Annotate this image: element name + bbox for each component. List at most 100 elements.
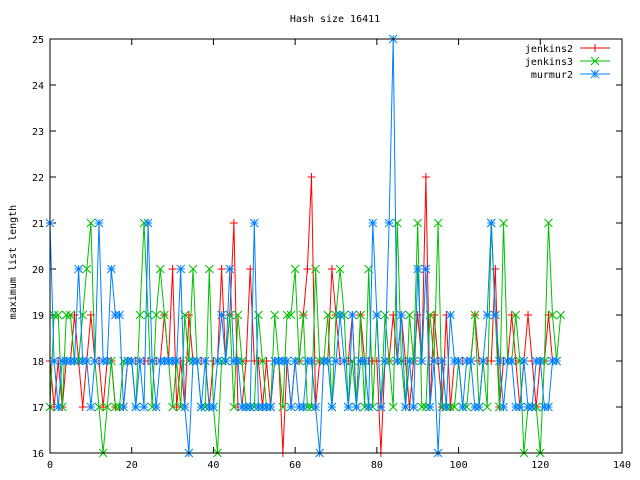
murmur2-point	[225, 264, 235, 274]
jenkins3-point	[405, 310, 414, 320]
jenkins3-point	[282, 310, 292, 320]
jenkins3-point	[540, 356, 549, 366]
murmur2-point	[70, 356, 79, 366]
murmur2-point	[278, 356, 288, 366]
murmur2-point	[347, 310, 357, 320]
jenkins3-point	[106, 356, 116, 366]
murmur2-point	[499, 402, 508, 412]
jenkins3-point	[311, 264, 320, 274]
murmur2-point	[151, 402, 161, 412]
jenkins3-point	[78, 310, 88, 320]
murmur2-point	[548, 356, 557, 366]
murmur2-point	[478, 356, 488, 366]
jenkins3-point	[384, 356, 394, 366]
murmur2-point	[86, 402, 96, 412]
x-tick-label: 20	[126, 460, 138, 471]
murmur2-point	[482, 310, 492, 320]
plot-frame	[49, 38, 623, 454]
murmur2-point	[462, 356, 472, 366]
jenkins3-point	[462, 402, 472, 412]
jenkins2-point	[70, 311, 79, 319]
murmur2-point	[490, 310, 500, 320]
murmur2-point	[531, 356, 541, 366]
jenkins3-point	[556, 310, 566, 320]
murmur2-point	[233, 356, 243, 366]
murmur2-point	[90, 356, 100, 366]
murmur2-point	[441, 402, 451, 412]
murmur2-point	[111, 310, 120, 320]
jenkins2-point	[430, 311, 439, 319]
jenkins3-point	[200, 402, 210, 412]
murmur2-point	[544, 402, 553, 412]
jenkins3-point	[258, 356, 267, 366]
jenkins3-point	[66, 310, 75, 320]
legend-label-murmur2: murmur2	[531, 70, 573, 81]
jenkins3-point	[413, 218, 423, 228]
jenkins3-point	[119, 356, 128, 366]
jenkins2-point	[172, 403, 181, 411]
murmur2-point	[147, 356, 157, 366]
murmur2-point	[258, 402, 267, 412]
murmur2-point	[421, 264, 431, 274]
murmur2-point	[486, 218, 496, 228]
murmur2-point	[66, 356, 75, 366]
jenkins3-point	[298, 310, 308, 320]
murmur2-point	[527, 402, 537, 412]
jenkins3-point	[94, 402, 104, 412]
jenkins2-point	[184, 311, 193, 319]
murmur2-point	[192, 356, 202, 366]
murmur2-point	[115, 310, 124, 320]
jenkins2-point	[303, 265, 312, 273]
murmur2-point	[303, 356, 312, 366]
murmur2-point	[229, 356, 239, 366]
jenkins3-point	[147, 402, 157, 412]
murmur2-point	[458, 402, 468, 412]
jenkins3-point	[368, 402, 378, 412]
jenkins3-point	[249, 402, 259, 412]
plot-area	[45, 34, 566, 458]
murmur2-point	[164, 356, 173, 366]
murmur2-point	[466, 356, 476, 366]
murmur2-point	[294, 402, 304, 412]
jenkins3-point	[360, 402, 369, 412]
jenkins3-point	[544, 218, 553, 228]
murmur2-point	[376, 402, 386, 412]
y-tick-label: 20	[32, 265, 44, 276]
jenkins3-point	[176, 402, 186, 412]
jenkins3-point	[315, 356, 325, 366]
murmur2-point	[454, 356, 463, 366]
y-tick-label: 24	[32, 81, 44, 92]
jenkins3-point	[446, 402, 455, 412]
jenkins3-point	[151, 310, 161, 320]
jenkins3-point	[229, 402, 239, 412]
jenkins3-point	[286, 310, 296, 320]
murmur2-point	[360, 356, 369, 366]
murmur2-point	[221, 356, 231, 366]
jenkins3-point	[233, 310, 243, 320]
murmur2-point	[74, 264, 83, 274]
legend-label-jenkins3: jenkins3	[525, 57, 573, 68]
jenkins2-point	[524, 311, 533, 319]
jenkins3-point	[331, 310, 341, 320]
jenkins3-point	[237, 356, 247, 366]
legend-marker-jenkins2	[591, 44, 599, 52]
jenkins3-point	[270, 310, 280, 320]
murmur2-point	[507, 356, 517, 366]
murmur2-point	[49, 356, 59, 366]
murmur2-point	[155, 356, 165, 366]
murmur2-point	[209, 402, 218, 412]
jenkins3-point	[515, 356, 525, 366]
jenkins2-point	[262, 357, 271, 365]
murmur2-point	[249, 218, 259, 228]
jenkins3-point	[335, 264, 345, 274]
jenkins3-point	[135, 310, 145, 320]
murmur2-point	[102, 356, 112, 366]
jenkins3-point	[290, 264, 300, 274]
murmur2-point	[204, 402, 214, 412]
jenkins2-point	[491, 265, 500, 273]
jenkins3-point	[307, 402, 316, 412]
murmur2-point	[188, 356, 198, 366]
murmur2-point	[339, 356, 349, 366]
jenkins3-point	[184, 356, 194, 366]
